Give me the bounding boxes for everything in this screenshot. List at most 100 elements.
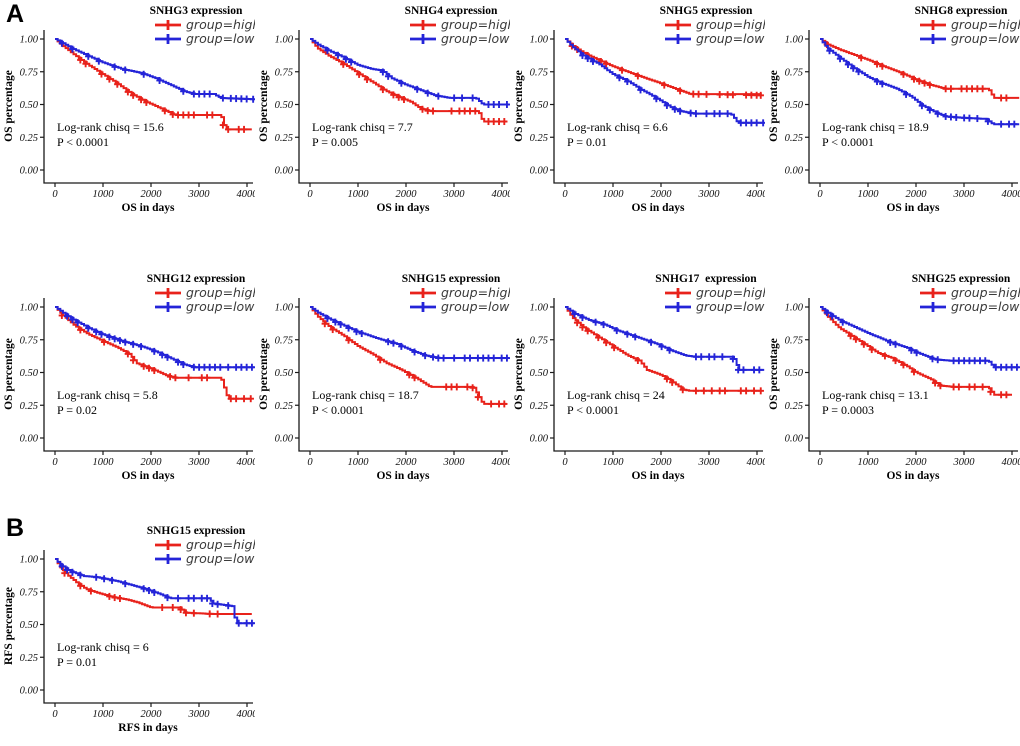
y-tick-label: 0.25 [785,401,803,412]
km-curve-high [565,306,762,392]
x-tick-label: 4000 [237,457,256,468]
km-panel-snhg12-os: SNHG12 expression group=high group=low 0.00… [0,268,260,492]
axes [553,298,763,452]
legend-label-high: group=high [951,285,1020,300]
y-tick-label: 0.50 [530,100,549,111]
y-tick-label: 0.00 [275,434,294,445]
stats-line1: Log-rank chisq = 18.7 [312,388,419,402]
y-tick-label: 1.00 [20,555,39,566]
panel-title: SNHG25 expression [912,273,1011,285]
y-tick-label: 0.00 [785,434,804,445]
y-tick-label: 0.00 [530,166,549,177]
y-tick-label: 1.00 [785,303,804,314]
legend-label-high: group=high [441,17,510,32]
stats-line1: Log-rank chisq = 5.8 [57,388,158,402]
y-tick-label: 0.50 [785,368,804,379]
y-axis-title: OS percentage [258,70,270,142]
x-tick-label: 1000 [348,189,370,200]
panel-title: SNHG12 expression [147,273,246,285]
legend-label-high: group=high [441,285,510,300]
x-tick-label: 0 [52,709,58,720]
legend-label-low: group=low [441,299,510,314]
x-axis-title: OS in days [886,202,940,214]
stats-line1: Log-rank chisq = 18.9 [822,120,929,134]
x-tick-label: 1000 [858,457,880,468]
x-tick-label: 3000 [953,189,976,200]
stats-line1: Log-rank chisq = 7.7 [312,120,413,134]
x-tick-label: 1000 [93,189,115,200]
y-tick-label: 0.50 [275,100,294,111]
x-tick-label: 4000 [747,457,766,468]
x-tick-label: 0 [52,457,58,468]
y-axis-title: OS percentage [768,338,780,410]
panel-b-label: B [6,514,25,542]
km-panel-snhg3-os: SNHG3 expression group=high group=low 0.00 0… [0,0,260,224]
x-tick-label: 3000 [188,709,211,720]
y-axis-title: OS percentage [258,338,270,410]
y-tick-label: 0.25 [275,401,293,412]
x-tick-label: 4000 [492,189,511,200]
km-panel-snhg25-os: SNHG25 expression group=high group=low 0.00… [765,268,1020,492]
y-tick-label: 1.00 [785,35,804,46]
x-tick-label: 2000 [651,189,673,200]
x-tick-label: 3000 [188,457,211,468]
y-tick-label: 0.50 [530,368,549,379]
panel-title: SNHG17 expression [655,273,757,285]
y-tick-label: 0.75 [20,67,38,78]
y-tick-label: 0.50 [275,368,294,379]
legend-label-low: group=low [441,31,510,46]
legend-label-low: group=low [696,299,765,314]
panel-title: SNHG15 expression [147,525,246,537]
x-tick-label: 2000 [651,457,673,468]
km-panel-snhg17-os: SNHG17 expression group=high group=low 0.00… [510,268,770,492]
stats-line1: Log-rank chisq = 13.1 [822,388,929,402]
km-panel-snhg5-os: SNHG5 expression group=high group=low 0.00 0… [510,0,770,224]
x-tick-label: 2000 [141,189,163,200]
stats-line2: P = 0.0003 [822,403,874,417]
stats-line2: P = 0.02 [57,403,97,417]
y-axis-title: OS percentage [3,338,15,410]
y-tick-label: 0.50 [20,620,39,631]
y-tick-label: 0.00 [20,166,39,177]
x-tick-label: 1000 [93,709,115,720]
km-curve-low [565,38,765,124]
panel-title: SNHG15 expression [402,273,501,285]
x-tick-label: 2000 [396,457,418,468]
panel-title: SNHG4 expression [405,5,498,17]
x-axis-title: OS in days [886,470,940,482]
x-axis-title: OS in days [376,202,430,214]
x-tick-label: 4000 [237,189,256,200]
panel-title: SNHG3 expression [150,5,243,17]
y-tick-label: 0.25 [20,401,38,412]
x-tick-label: 3000 [698,457,721,468]
stats-line1: Log-rank chisq = 15.6 [57,120,164,134]
y-tick-label: 0.25 [20,653,38,664]
x-tick-label: 0 [52,189,58,200]
x-tick-label: 2000 [906,189,928,200]
y-tick-label: 0.25 [530,401,548,412]
km-curve-low [55,38,255,101]
km-panel-snhg8-os: SNHG8 expression group=high group=low 0.00 0… [765,0,1020,224]
km-panel-snhg4-os: SNHG4 expression group=high group=low 0.00 0… [255,0,515,224]
stats-line2: P = 0.01 [57,655,97,669]
legend-label-low: group=low [186,31,255,46]
stats-line2: P < 0.0001 [312,403,364,417]
x-tick-label: 4000 [1002,189,1020,200]
km-curve-low [565,306,765,371]
stats-line1: Log-rank chisq = 6 [57,640,149,654]
x-tick-label: 1000 [603,189,625,200]
km-panel-snhg15-rfs: SNHG15 expression group=high group=low 0.00… [0,520,260,744]
x-tick-label: 4000 [237,709,256,720]
x-tick-label: 3000 [953,457,976,468]
x-tick-label: 4000 [1002,457,1020,468]
x-tick-label: 2000 [141,709,163,720]
x-tick-label: 3000 [698,189,721,200]
y-tick-label: 1.00 [530,303,549,314]
x-tick-label: 0 [562,189,568,200]
